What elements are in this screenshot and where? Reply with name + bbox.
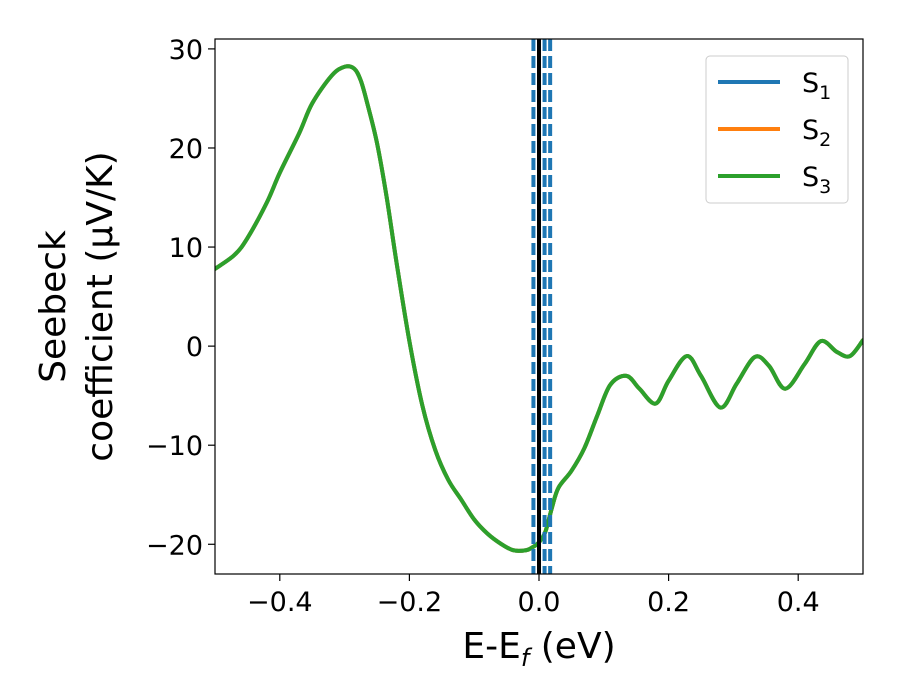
y-tick-label: 0: [186, 332, 203, 363]
x-tick-label: 0.2: [647, 587, 690, 618]
y-tick-label: −10: [146, 431, 203, 462]
x-axis-label-main: E-E: [462, 626, 520, 667]
y-tick-label: 30: [169, 35, 203, 66]
legend: S1 S2 S3: [705, 55, 849, 204]
reference-lines: [531, 39, 553, 574]
y-axis: −20 −10 0 10 20 30: [146, 35, 215, 561]
y-axis-label: Seebeck coefficient (μV/K): [33, 151, 121, 461]
x-tick-label: 0.4: [777, 587, 820, 618]
x-axis: −0.4 −0.2 0.0 0.2 0.4: [247, 574, 820, 618]
x-axis-label-rest: (eV): [529, 626, 615, 667]
y-axis-label-line2: coefficient (μV/K): [80, 151, 121, 461]
series-lines: [215, 64, 863, 553]
x-tick-label: −0.4: [247, 587, 313, 618]
y-axis-label-line1: Seebeck: [33, 230, 74, 383]
legend-label-s3: S3: [802, 162, 831, 198]
legend-label-s2: S2: [802, 115, 831, 151]
y-tick-label: −20: [146, 530, 203, 561]
x-axis-label: E-Ef (eV): [462, 626, 615, 672]
legend-label-s1: S1: [802, 68, 831, 104]
y-tick-label: 20: [169, 134, 203, 165]
y-tick-label: 10: [169, 233, 203, 264]
series-line-s3: [215, 64, 863, 553]
x-tick-label: 0.0: [518, 587, 561, 618]
x-tick-label: −0.2: [377, 587, 443, 618]
